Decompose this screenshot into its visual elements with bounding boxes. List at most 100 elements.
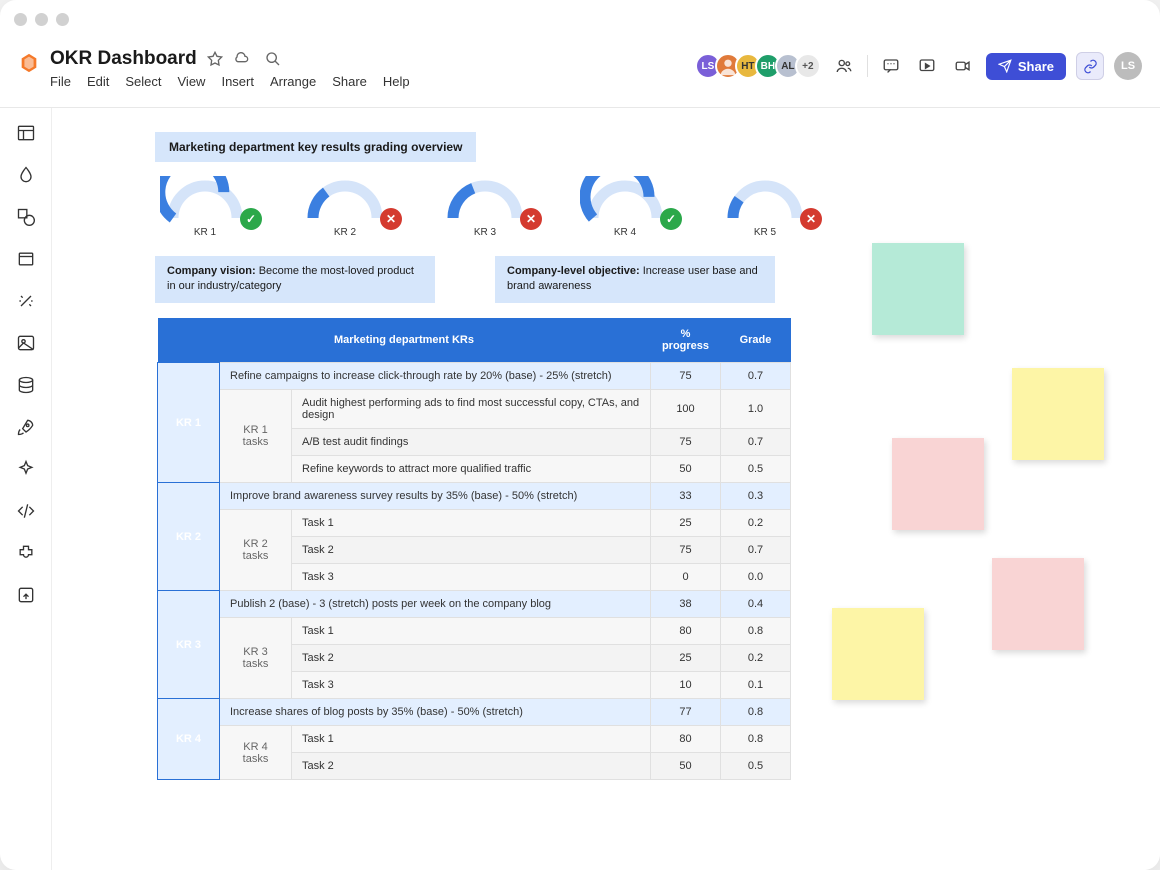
kr-task-row: KR 3 tasksTask 1 80 0.8 <box>158 618 791 645</box>
menu-insert[interactable]: Insert <box>221 74 254 89</box>
task-grade-cell: 0.2 <box>721 645 791 672</box>
share-button[interactable]: Share <box>986 53 1066 80</box>
kr-progress-cell: 38 <box>651 591 721 618</box>
menu-view[interactable]: View <box>178 74 206 89</box>
sparkle-icon[interactable] <box>15 458 37 480</box>
header-right: LSHTBHAL+2 Share LS <box>695 52 1142 80</box>
image-icon[interactable] <box>15 332 37 354</box>
gauge-label: KR 3 <box>440 227 530 238</box>
task-name-cell: Task 2 <box>292 645 651 672</box>
kr-summary-row: KR 4 Increase shares of blog posts by 35… <box>158 699 791 726</box>
share-label: Share <box>1018 59 1054 74</box>
task-name-cell: Refine keywords to attract more qualifie… <box>292 456 651 483</box>
panel-icon[interactable] <box>15 122 37 144</box>
task-progress-cell: 50 <box>651 753 721 780</box>
table-header-row: Marketing department KRs % progress Grad… <box>158 318 791 363</box>
kr-tasks-label: KR 2 tasks <box>220 510 292 591</box>
task-name-cell: Task 1 <box>292 726 651 753</box>
menu-arrange[interactable]: Arrange <box>270 74 316 89</box>
traffic-light-zoom[interactable] <box>56 13 69 26</box>
task-progress-cell: 75 <box>651 537 721 564</box>
gauge-label: KR 1 <box>160 227 250 238</box>
app-body: Marketing department key results grading… <box>0 108 1160 870</box>
search-icon[interactable] <box>265 51 281 67</box>
task-grade-cell: 0.7 <box>721 429 791 456</box>
x-icon: ✕ <box>800 208 822 230</box>
header-progress: % progress <box>651 318 721 363</box>
task-name-cell: Task 3 <box>292 564 651 591</box>
gauge-label: KR 2 <box>300 227 390 238</box>
kr-summary-cell: Increase shares of blog posts by 35% (ba… <box>220 699 651 726</box>
window-titlebar <box>0 0 1160 38</box>
menu-help[interactable]: Help <box>383 74 410 89</box>
code-icon[interactable] <box>15 500 37 522</box>
fill-icon[interactable] <box>15 164 37 186</box>
task-grade-cell: 0.8 <box>721 618 791 645</box>
kr-id-cell: KR 2 <box>158 483 220 591</box>
cloud-icon[interactable] <box>233 51 249 67</box>
kr-table: Marketing department KRs % progress Grad… <box>157 318 791 780</box>
magic-icon[interactable] <box>15 290 37 312</box>
kr-task-row: KR 4 tasksTask 1 80 0.8 <box>158 726 791 753</box>
canvas[interactable]: Marketing department key results grading… <box>52 108 1160 870</box>
gauge: KR 3 ✕ <box>440 176 540 236</box>
menu-select[interactable]: Select <box>125 74 161 89</box>
app-logo <box>18 52 40 74</box>
people-icon[interactable] <box>831 53 857 79</box>
kr-summary-row: KR 2 Improve brand awareness survey resu… <box>158 483 791 510</box>
menu-file[interactable]: File <box>50 74 71 89</box>
sticky-note[interactable] <box>1012 368 1104 460</box>
kr-grade-cell: 0.8 <box>721 699 791 726</box>
kr-grade-cell: 0.4 <box>721 591 791 618</box>
frame-icon[interactable] <box>15 248 37 270</box>
task-name-cell: Task 2 <box>292 753 651 780</box>
task-name-cell: Task 1 <box>292 510 651 537</box>
vision-label: Company vision: <box>167 265 256 277</box>
sticky-note[interactable] <box>832 608 924 700</box>
kr-grade-cell: 0.7 <box>721 363 791 390</box>
sticky-note[interactable] <box>872 243 964 335</box>
present-icon[interactable] <box>914 53 940 79</box>
plugin-icon[interactable] <box>15 542 37 564</box>
copy-link-button[interactable] <box>1076 52 1104 80</box>
header-grade: Grade <box>721 318 791 363</box>
shapes-icon[interactable] <box>15 206 37 228</box>
kr-tasks-label: KR 3 tasks <box>220 618 292 699</box>
kr-progress-cell: 75 <box>651 363 721 390</box>
objective-label: Company-level objective: <box>507 265 640 277</box>
traffic-light-close[interactable] <box>14 13 27 26</box>
task-name-cell: Audit highest performing ads to find mos… <box>292 390 651 429</box>
task-name-cell: Task 3 <box>292 672 651 699</box>
kr-summary-row: KR 1 Refine campaigns to increase click-… <box>158 363 791 390</box>
check-icon: ✓ <box>240 208 262 230</box>
gauge-label: KR 4 <box>580 227 670 238</box>
kr-id-cell: KR 3 <box>158 591 220 699</box>
kr-grade-cell: 0.3 <box>721 483 791 510</box>
kr-task-row: KR 2 tasksTask 1 25 0.2 <box>158 510 791 537</box>
task-grade-cell: 0.7 <box>721 537 791 564</box>
document-title[interactable]: OKR Dashboard <box>50 48 197 70</box>
task-progress-cell: 100 <box>651 390 721 429</box>
task-progress-cell: 10 <box>651 672 721 699</box>
menu-share[interactable]: Share <box>332 74 367 89</box>
rocket-icon[interactable] <box>15 416 37 438</box>
collaborator-avatar[interactable]: +2 <box>795 53 821 79</box>
data-icon[interactable] <box>15 374 37 396</box>
menu-edit[interactable]: Edit <box>87 74 109 89</box>
export-icon[interactable] <box>15 584 37 606</box>
traffic-light-minimize[interactable] <box>35 13 48 26</box>
comment-icon[interactable] <box>878 53 904 79</box>
sticky-note[interactable] <box>992 558 1084 650</box>
current-user-avatar[interactable]: LS <box>1114 52 1142 80</box>
company-vision-box: Company vision: Become the most-loved pr… <box>155 256 435 303</box>
task-grade-cell: 0.8 <box>721 726 791 753</box>
info-boxes: Company vision: Become the most-loved pr… <box>155 256 775 303</box>
task-progress-cell: 80 <box>651 726 721 753</box>
gauge-row: KR 1 ✓ KR 2 ✕ KR 3 ✕ KR 4 ✓ KR 5 ✕ <box>160 176 820 236</box>
divider <box>867 55 868 77</box>
gauge: KR 5 ✕ <box>720 176 820 236</box>
collaborator-avatars[interactable]: LSHTBHAL+2 <box>695 53 821 79</box>
sticky-note[interactable] <box>892 438 984 530</box>
star-icon[interactable] <box>207 51 223 67</box>
video-icon[interactable] <box>950 53 976 79</box>
